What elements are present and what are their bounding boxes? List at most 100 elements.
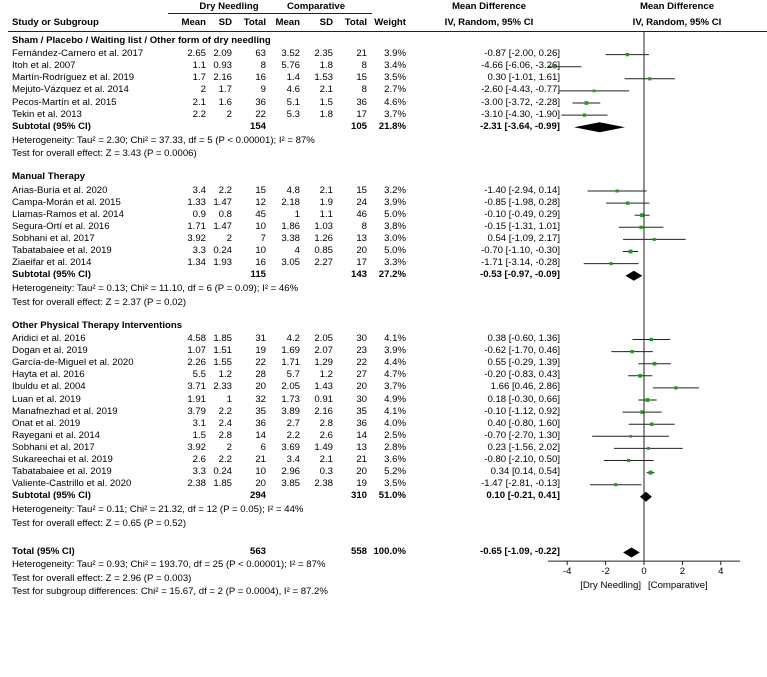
study-marker (640, 410, 644, 414)
study-name: Segura-Ortí et al. 2016 (12, 220, 110, 232)
subtotal-weight: 51.0% (378, 490, 406, 502)
study-m1: 3.1 (192, 417, 206, 429)
study-marker (582, 113, 587, 117)
study-m1: 3.92 (187, 441, 206, 453)
study-sd1: 2.2 (218, 405, 232, 417)
study-m1: 3.3 (192, 466, 206, 478)
study-n2: 22 (356, 357, 367, 369)
study-n2: 17 (356, 257, 367, 269)
study-m1: 3.79 (187, 405, 206, 417)
study-sd2: 0.3 (319, 466, 333, 478)
study-sd2: 0.91 (314, 393, 333, 405)
study-n2: 8 (361, 84, 367, 96)
study-sd2: 2.05 (314, 333, 333, 344)
study-sd2: 2.1 (319, 84, 333, 96)
study-m2: 2.2 (286, 429, 300, 441)
study-name: Sobhani et al. 2017 (12, 232, 95, 244)
study-n1: 7 (260, 232, 266, 244)
study-weight: 3.2% (384, 184, 406, 196)
col-header-mean: Mean (275, 17, 300, 28)
study-marker (615, 189, 619, 193)
study-sd1: 1.85 (213, 333, 232, 344)
group1-underline (168, 13, 270, 14)
study-weight: 4.9% (384, 393, 406, 405)
study-name: Rayegani et al. 2014 (12, 429, 101, 441)
study-n1: 21 (255, 454, 266, 465)
study-sd2: 2.27 (314, 257, 333, 269)
overall-effect-text: Test for overall effect: Z = 2.37 (P = 0… (12, 296, 187, 308)
subtotal-n1: 294 (249, 490, 266, 502)
study-n2: 19 (356, 478, 367, 490)
heterogeneity-text: Heterogeneity: Tau² = 2.30; Chi² = 37.33… (12, 134, 315, 146)
study-sd1: 0.8 (218, 208, 232, 220)
study-name: Sukareechai et al. 2019 (12, 454, 113, 465)
study-n2: 8 (361, 220, 367, 232)
group2-underline (270, 13, 372, 14)
study-n2: 13 (356, 232, 367, 244)
study-ci: -0.20 [-0.83, 0.43] (484, 369, 560, 381)
study-m2: 4.2 (286, 333, 300, 344)
heterogeneity-text: Heterogeneity: Tau² = 0.11; Chi² = 21.32… (12, 504, 304, 516)
study-sd1: 2.4 (218, 417, 232, 429)
total-overall-effect-text: Test for overall effect: Z = 2.96 (P = 0… (12, 572, 192, 584)
study-n1: 35 (255, 405, 266, 417)
study-n1: 22 (255, 108, 266, 120)
study-m1: 3.71 (187, 381, 206, 393)
study-m2: 3.89 (281, 405, 300, 417)
study-n2: 27 (356, 369, 367, 381)
study-n2: 20 (356, 466, 367, 478)
study-weight: 3.4% (384, 60, 406, 72)
study-col-header: Study or Subgroup (12, 17, 99, 28)
study-sd1: 1.85 (213, 478, 232, 490)
study-ci: 0.34 [0.14, 0.54] (490, 466, 560, 478)
study-n1: 31 (255, 333, 266, 344)
col-header-sd: SD (218, 17, 232, 28)
study-m2: 1 (294, 208, 300, 220)
study-name: Llamas-Ramos et al. 2014 (12, 208, 124, 220)
study-n2: 20 (356, 381, 367, 393)
study-m1: 3.92 (187, 232, 206, 244)
x-tick-label: 4 (718, 566, 724, 578)
study-name: Manafnezhad et al. 2019 (12, 405, 118, 417)
study-weight: 5.0% (384, 245, 406, 256)
ci-header-plot: IV, Random, 95% CI (632, 17, 722, 28)
study-marker (630, 349, 634, 354)
study-m1: 3.4 (192, 184, 206, 196)
study-marker (648, 470, 653, 475)
study-n1: 8 (260, 60, 266, 72)
study-sd1: 1.6 (218, 96, 232, 108)
study-m2: 3.52 (281, 48, 300, 60)
study-name: Itoh et al. 2007 (12, 60, 76, 72)
study-sd1: 0.93 (213, 60, 232, 72)
study-name: Ziaeifar et al. 2014 (12, 257, 92, 269)
study-sd2: 2.07 (314, 345, 333, 357)
study-sd1: 1.93 (213, 257, 232, 269)
study-weight: 3.5% (384, 478, 406, 490)
study-ci: -0.80 [-2.10, 0.50] (484, 454, 560, 465)
study-sd2: 2.38 (314, 478, 333, 490)
study-sd1: 1 (226, 393, 232, 405)
total-label: Total (95% CI) (12, 546, 75, 557)
group-title: Manual Therapy (12, 171, 86, 183)
study-sd1: 2.33 (213, 381, 232, 393)
study-ci: 0.54 [-1.09, 2.17] (487, 232, 560, 244)
col-header-total: Total (344, 17, 367, 28)
study-n2: 46 (356, 208, 367, 220)
study-sd1: 1.55 (213, 357, 232, 369)
study-name: Arias-Buría et al. 2020 (12, 184, 108, 196)
study-marker (646, 446, 650, 450)
study-n1: 63 (255, 48, 266, 60)
study-m2: 1.4 (286, 72, 300, 84)
ci-header-table: IV, Random, 95% CI (444, 17, 534, 28)
study-marker (592, 89, 596, 93)
study-sd2: 2.16 (314, 405, 333, 417)
study-marker (649, 337, 654, 342)
heterogeneity-text: Heterogeneity: Tau² = 0.13; Chi² = 11.10… (12, 283, 299, 295)
study-sd1: 0.24 (213, 466, 232, 478)
study-name: Tabatabaiee et al. 2019 (12, 245, 112, 256)
study-weight: 3.9% (384, 48, 406, 60)
study-name: Luan et al. 2019 (12, 393, 81, 405)
study-n1: 10 (255, 245, 266, 256)
study-n2: 20 (356, 245, 367, 256)
study-n1: 28 (255, 369, 266, 381)
